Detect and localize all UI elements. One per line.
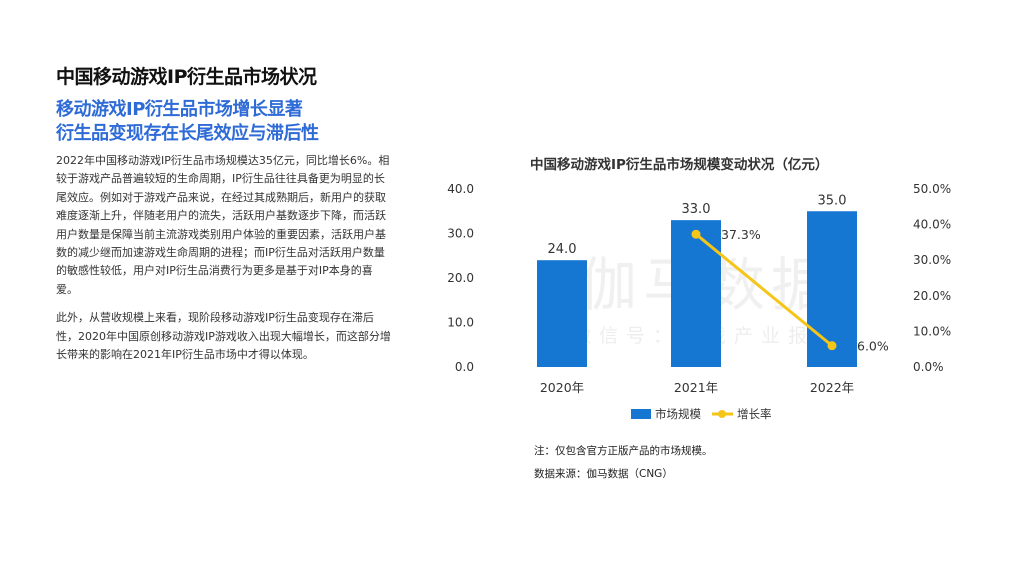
- right-axis-tick-label: 0.0%: [913, 360, 944, 374]
- bar-1: [537, 260, 587, 367]
- body-text: 2022年中国移动游戏IP衍生品市场规模达35亿元，同比增长6%。相较于游戏产品…: [56, 152, 392, 374]
- bar-value-label: 35.0: [818, 193, 847, 208]
- body-paragraph-2: 此外，从营收规模上来看，现阶段移动游戏IP衍生品变现存在滞后性，2020年中国原…: [56, 311, 391, 362]
- bar-2: [671, 220, 721, 367]
- growth-rate-point: [691, 229, 701, 239]
- right-axis-tick-label: 30.0%: [913, 253, 951, 267]
- x-axis-label: 2021年: [674, 380, 718, 395]
- x-axis-label: 2022年: [810, 380, 854, 395]
- left-axis-tick-label: 10.0: [447, 316, 474, 330]
- bar-value-label: 24.0: [548, 242, 577, 257]
- subtitle-line-1: 移动游戏IP衍生品市场增长显著: [56, 99, 303, 120]
- body-paragraph-1: 2022年中国移动游戏IP衍生品市场规模达35亿元，同比增长6%。相较于游戏产品…: [56, 154, 390, 296]
- left-axis-tick-label: 0.0: [455, 360, 474, 374]
- legend-line-marker: [718, 410, 726, 418]
- page-title: 中国移动游戏IP衍生品市场状况: [56, 66, 317, 88]
- bar-value-label: 33.0: [682, 202, 711, 217]
- subtitle-line-2: 衍生品变现存在长尾效应与滞后性: [56, 123, 319, 144]
- page-subtitle: 移动游戏IP衍生品市场增长显著 衍生品变现存在长尾效应与滞后性: [56, 98, 319, 146]
- legend-bar-swatch: [631, 409, 651, 419]
- legend-line-label: 增长率: [737, 407, 772, 421]
- right-axis-tick-label: 50.0%: [913, 182, 951, 196]
- left-axis-tick-label: 20.0: [447, 271, 474, 285]
- chart-title: 中国移动游戏IP衍生品市场规模变动状况（亿元）: [530, 157, 829, 173]
- right-axis-tick-label: 20.0%: [913, 289, 951, 303]
- bar-3: [807, 211, 857, 367]
- left-axis-tick-label: 30.0: [447, 227, 474, 241]
- chart-note: 注：仅包含官方正版产品的市场规模。: [534, 445, 713, 457]
- right-axis-tick-label: 10.0%: [913, 324, 951, 338]
- growth-rate-point: [827, 341, 837, 351]
- growth-rate-line: [695, 233, 833, 347]
- left-axis-tick-label: 40.0: [447, 182, 474, 196]
- right-axis-tick-label: 40.0%: [913, 218, 951, 232]
- growth-rate-label: 37.3%: [721, 227, 761, 242]
- legend-bar-label: 市场规模: [655, 407, 701, 421]
- growth-rate-label: 6.0%: [857, 339, 889, 354]
- data-source: 数据来源：伽马数据（CNG）: [534, 468, 673, 480]
- x-axis-label: 2020年: [540, 380, 584, 395]
